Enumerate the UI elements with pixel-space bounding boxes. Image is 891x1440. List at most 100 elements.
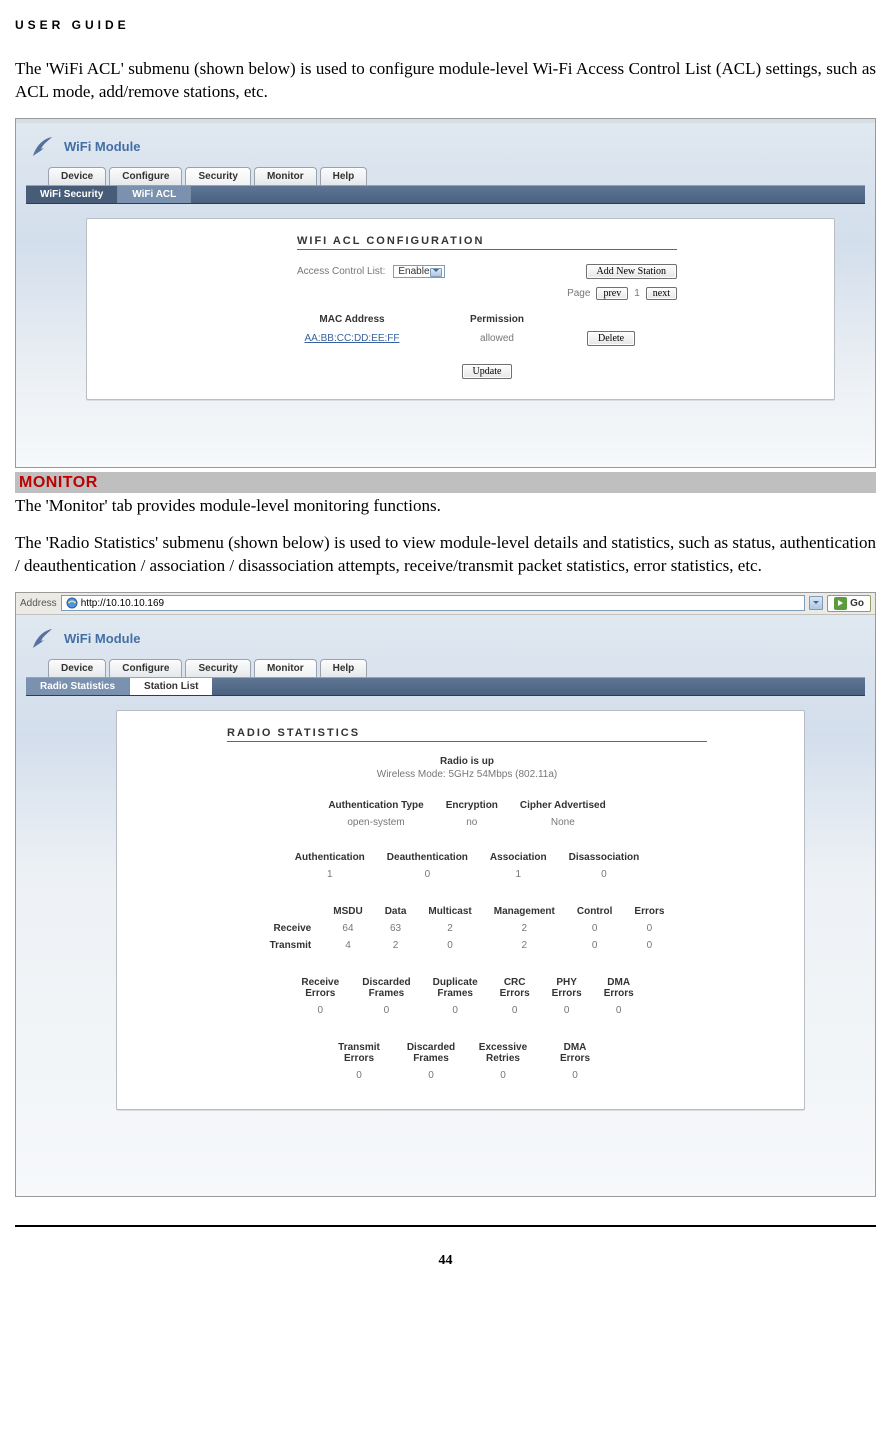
h-control: Control: [567, 904, 623, 919]
sub-tabs: Radio Statistics Station List: [26, 677, 865, 696]
tab-security[interactable]: Security: [185, 167, 250, 185]
transmit-label: Transmit: [260, 938, 322, 953]
tab-help[interactable]: Help: [320, 167, 368, 185]
panel-title-radio: RADIO STATISTICS: [227, 727, 707, 739]
acl-panel: WIFI ACL CONFIGURATION Access Control Li…: [86, 218, 835, 400]
v-disassoc: 0: [559, 867, 650, 882]
add-station-button[interactable]: Add New Station: [586, 264, 677, 279]
page-label: Page: [567, 288, 590, 299]
v-rx-err5: 0: [594, 1003, 644, 1018]
address-url: http://10.10.10.169: [81, 598, 164, 609]
subtab-wifi-acl[interactable]: WiFi ACL: [118, 186, 191, 203]
assoc-table: Authentication Deauthentication Associat…: [283, 848, 651, 884]
module-title: WiFi Module: [64, 139, 140, 154]
tab-help[interactable]: Help: [320, 659, 368, 677]
panel-title-acl: WIFI ACL CONFIGURATION: [297, 235, 677, 247]
acl-label: Access Control List:: [297, 266, 385, 277]
module-title: WiFi Module: [64, 631, 140, 646]
tx-multicast: 0: [418, 938, 481, 953]
rx-msdu: 64: [323, 921, 372, 936]
v-rx-err4: 0: [542, 1003, 592, 1018]
update-button[interactable]: Update: [462, 364, 513, 379]
footer-rule: [15, 1225, 876, 1227]
section-title-monitor: MONITOR: [19, 474, 872, 492]
tx-errors: 0: [624, 938, 674, 953]
tab-configure[interactable]: Configure: [109, 659, 182, 677]
packet-table: MSDU Data Multicast Management Control E…: [258, 902, 677, 955]
h-phy: PHY Errors: [542, 975, 592, 1001]
go-button[interactable]: Go: [827, 595, 871, 612]
acl-select[interactable]: Enable: [393, 265, 445, 278]
go-label: Go: [850, 598, 864, 609]
tab-monitor[interactable]: Monitor: [254, 167, 317, 185]
next-button[interactable]: next: [646, 287, 677, 300]
h-crc: CRC Errors: [490, 975, 540, 1001]
h-data: Data: [375, 904, 417, 919]
address-field[interactable]: http://10.10.10.169: [61, 595, 805, 611]
wireless-mode: Wireless Mode: 5GHz 54Mbps (802.11a): [227, 769, 707, 780]
h-msdu: MSDU: [323, 904, 372, 919]
section-bar-monitor: MONITOR: [15, 472, 876, 493]
v-rx-err2: 0: [423, 1003, 488, 1018]
v-tx-err1: 0: [396, 1068, 466, 1083]
tx-data: 2: [375, 938, 417, 953]
h-assoc: Association: [480, 850, 557, 865]
address-dropdown-icon[interactable]: [809, 596, 823, 610]
h-auth: Authentication: [285, 850, 375, 865]
h-errors: Errors: [624, 904, 674, 919]
h-deauth: Deauthentication: [377, 850, 478, 865]
ie-icon: [66, 597, 78, 609]
h-disassoc: Disassociation: [559, 850, 650, 865]
receive-label: Receive: [260, 921, 322, 936]
v-encryption: no: [436, 815, 508, 830]
tx-error-table: Transmit Errors Discarded Frames Excessi…: [322, 1038, 612, 1085]
page-number: 44: [15, 1253, 876, 1269]
sub-tabs: WiFi Security WiFi ACL: [26, 185, 865, 204]
tx-management: 2: [484, 938, 565, 953]
rx-multicast: 2: [418, 921, 481, 936]
tab-monitor[interactable]: Monitor: [254, 659, 317, 677]
perm-value: allowed: [457, 333, 537, 344]
v-tx-err2: 0: [468, 1068, 538, 1083]
h-tx-discarded: Discarded Frames: [396, 1040, 466, 1066]
tab-device[interactable]: Device: [48, 167, 106, 185]
v-rx-err3: 0: [490, 1003, 540, 1018]
radio-status: Radio is up: [227, 756, 707, 767]
paragraph-radio-stats: The 'Radio Statistics' submenu (shown be…: [15, 532, 876, 578]
col-mac: MAC Address: [297, 314, 407, 325]
paragraph-monitor-intro: The 'Monitor' tab provides module-level …: [15, 495, 876, 518]
subtab-radio-statistics[interactable]: Radio Statistics: [26, 678, 130, 695]
go-arrow-icon: [834, 597, 847, 610]
v-auth: 1: [285, 867, 375, 882]
main-tabs: Device Configure Security Monitor Help: [26, 659, 865, 677]
v-rx-err0: 0: [290, 1003, 350, 1018]
h-auth-type: Authentication Type: [318, 798, 433, 813]
h-multicast: Multicast: [418, 904, 481, 919]
h-encryption: Encryption: [436, 798, 508, 813]
rx-error-table: Receive Errors Discarded Frames Duplicat…: [288, 973, 645, 1020]
address-label: Address: [20, 598, 57, 609]
logo-icon: [30, 627, 54, 651]
h-discarded: Discarded Frames: [352, 975, 420, 1001]
auth-type-table: Authentication Type Encryption Cipher Ad…: [316, 796, 617, 832]
paragraph-acl-intro: The 'WiFi ACL' submenu (shown below) is …: [15, 58, 876, 104]
v-tx-err0: 0: [324, 1068, 394, 1083]
mac-link[interactable]: AA:BB:CC:DD:EE:FF: [304, 333, 399, 344]
tab-device[interactable]: Device: [48, 659, 106, 677]
v-deauth: 0: [377, 867, 478, 882]
v-auth-type: open-system: [318, 815, 433, 830]
h-tx-errors: Transmit Errors: [324, 1040, 394, 1066]
main-tabs: Device Configure Security Monitor Help: [26, 167, 865, 185]
h-duplicate: Duplicate Frames: [423, 975, 488, 1001]
delete-button[interactable]: Delete: [587, 331, 635, 346]
h-cipher: Cipher Advertised: [510, 798, 616, 813]
prev-button[interactable]: prev: [596, 287, 628, 300]
screenshot-wifi-acl: WiFi Module Device Configure Security Mo…: [15, 118, 876, 468]
tab-security[interactable]: Security: [185, 659, 250, 677]
v-tx-err3: 0: [540, 1068, 610, 1083]
v-rx-err1: 0: [352, 1003, 420, 1018]
subtab-wifi-security[interactable]: WiFi Security: [26, 186, 118, 203]
subtab-station-list[interactable]: Station List: [130, 678, 212, 695]
col-perm: Permission: [457, 314, 537, 325]
tab-configure[interactable]: Configure: [109, 167, 182, 185]
